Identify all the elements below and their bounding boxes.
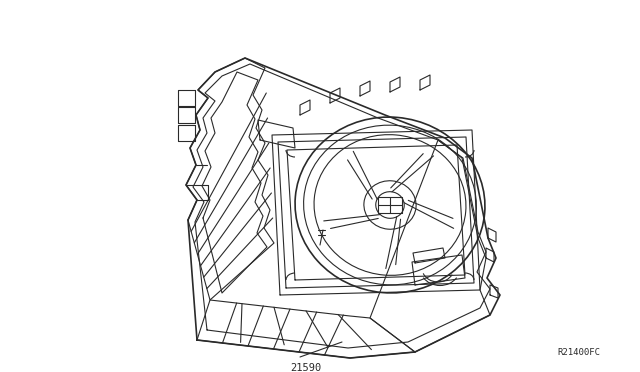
Text: R21400FC: R21400FC	[557, 348, 600, 357]
Text: 21590: 21590	[290, 363, 321, 372]
